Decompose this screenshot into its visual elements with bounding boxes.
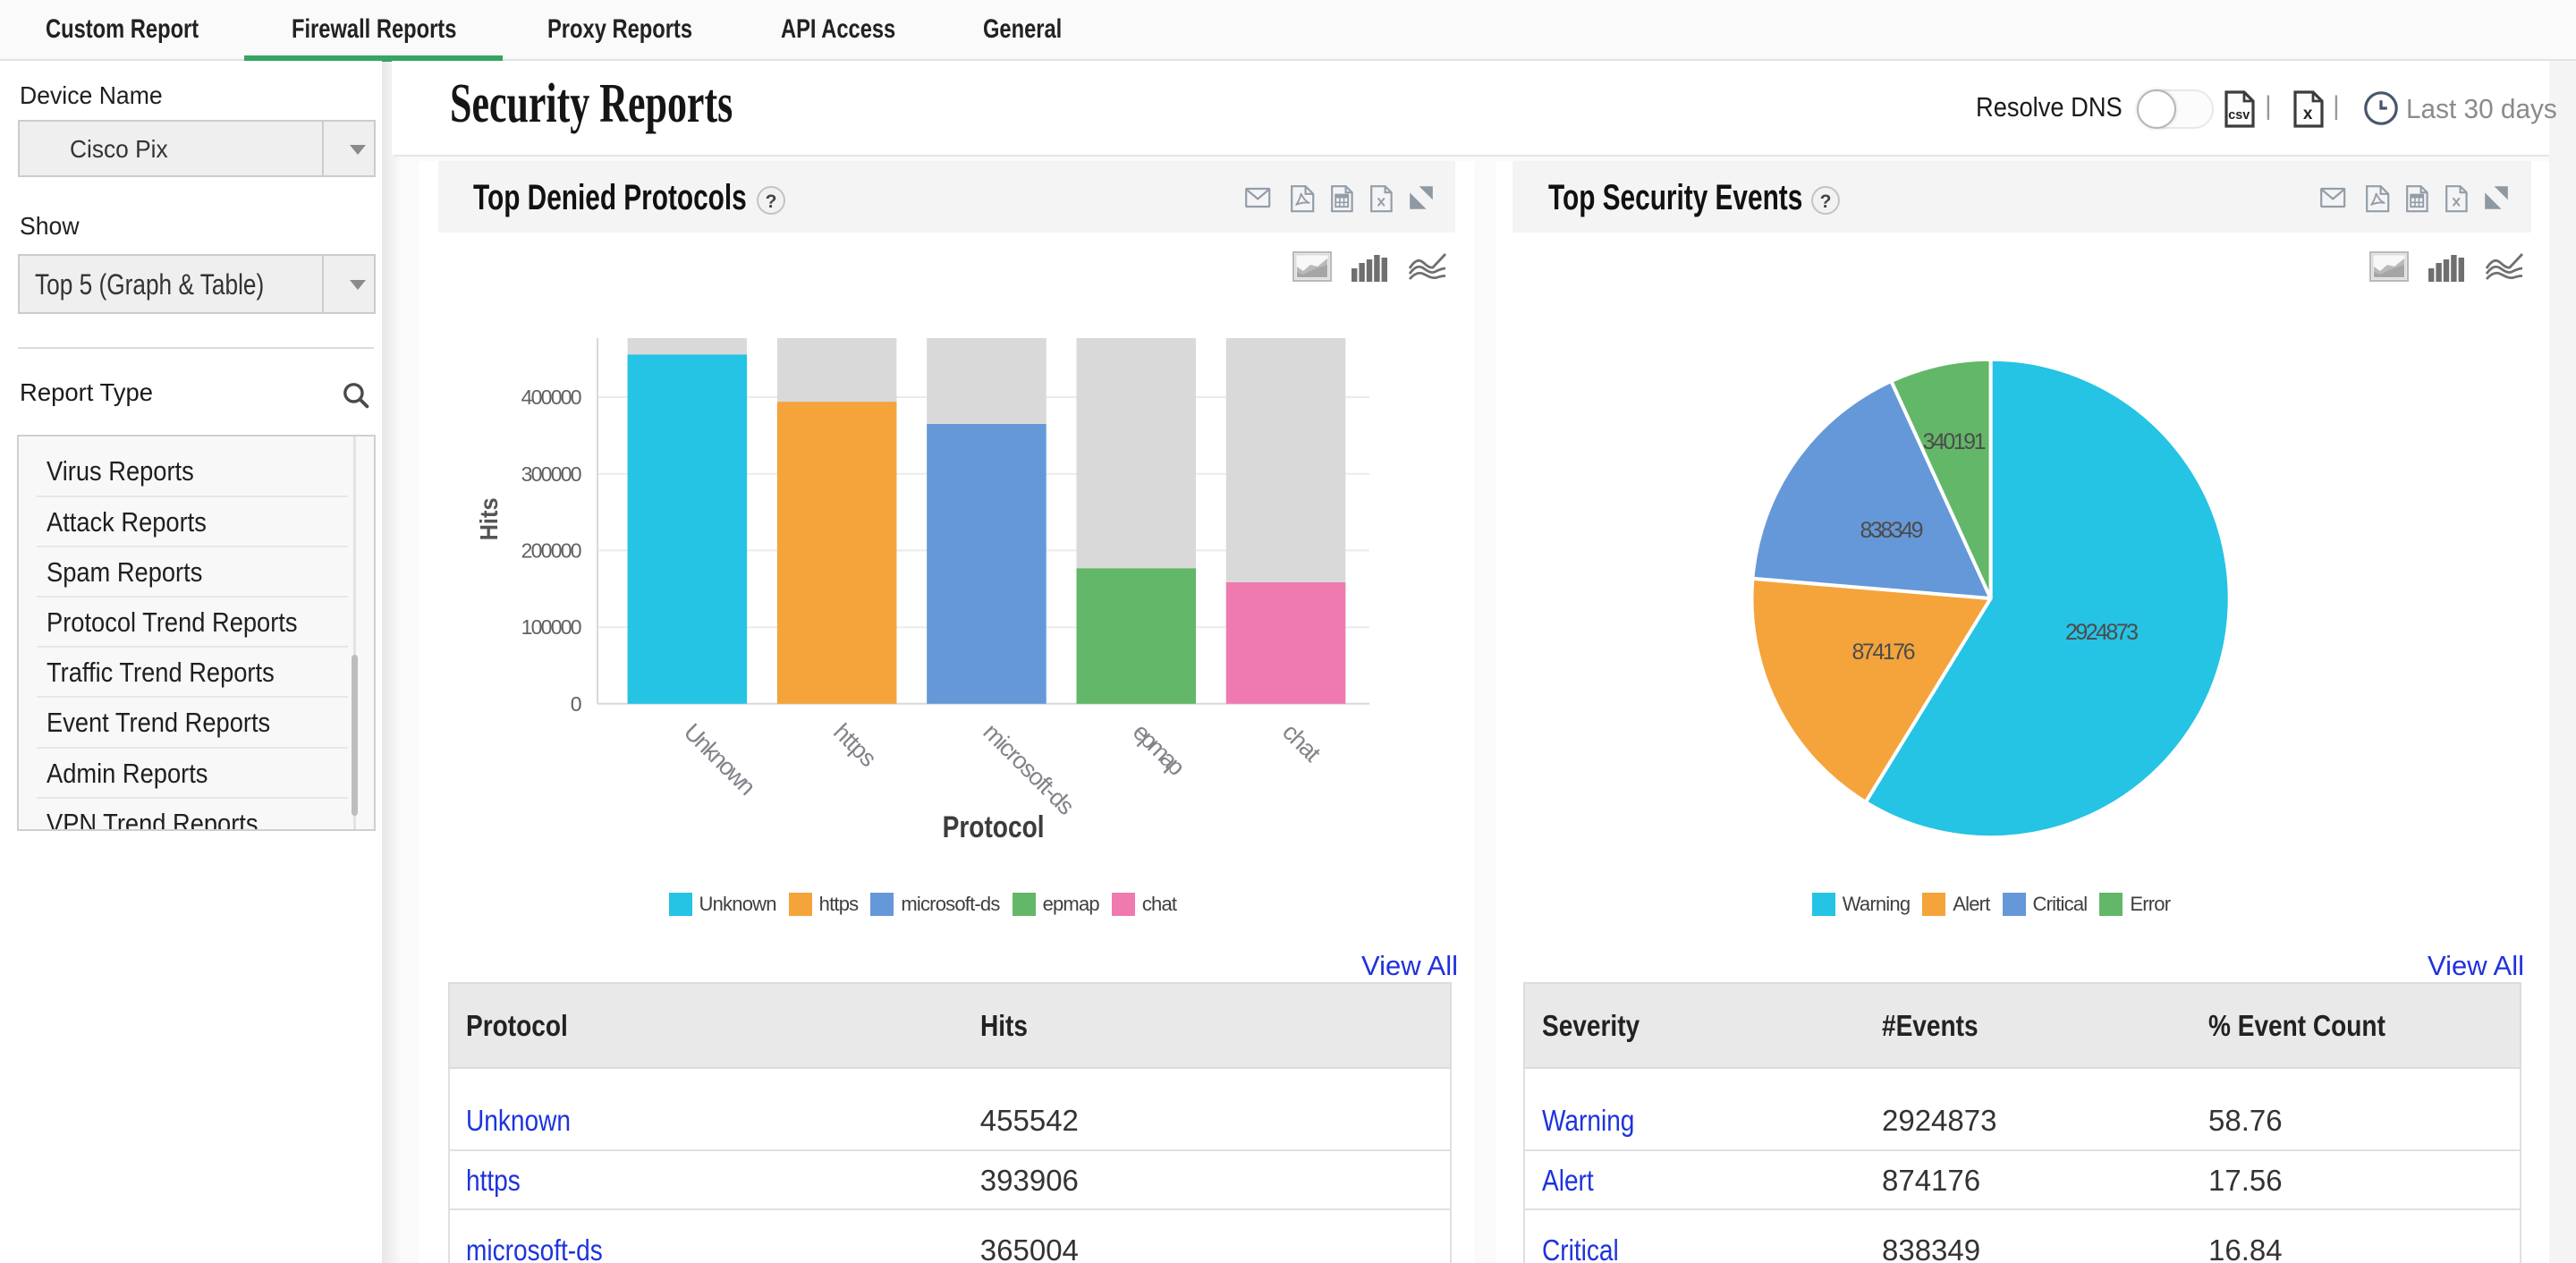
svg-text:100000: 100000 [521,615,582,639]
svg-text:300000: 300000 [521,462,582,486]
svg-text:epmap: epmap [1128,718,1191,781]
svg-text:838349: 838349 [1860,518,1924,543]
svg-text:Protocol: Protocol [943,810,1045,844]
svg-text:Unknown: Unknown [679,718,761,801]
svg-text:340191: 340191 [1923,429,1987,454]
svg-text:874176: 874176 [1852,640,1916,665]
svg-text:2924873: 2924873 [2065,620,2139,645]
svg-text:400000: 400000 [521,386,582,409]
svg-text:0: 0 [571,692,582,716]
svg-text:200000: 200000 [521,538,582,562]
svg-text:x: x [2303,105,2313,123]
svg-text:csv: csv [2228,108,2250,123]
svg-text:Hits: Hits [475,497,503,540]
svg-text:microsoft-ds: microsoft-ds [979,718,1080,820]
svg-text:https: https [828,718,882,772]
svg-text:chat: chat [1277,718,1326,767]
